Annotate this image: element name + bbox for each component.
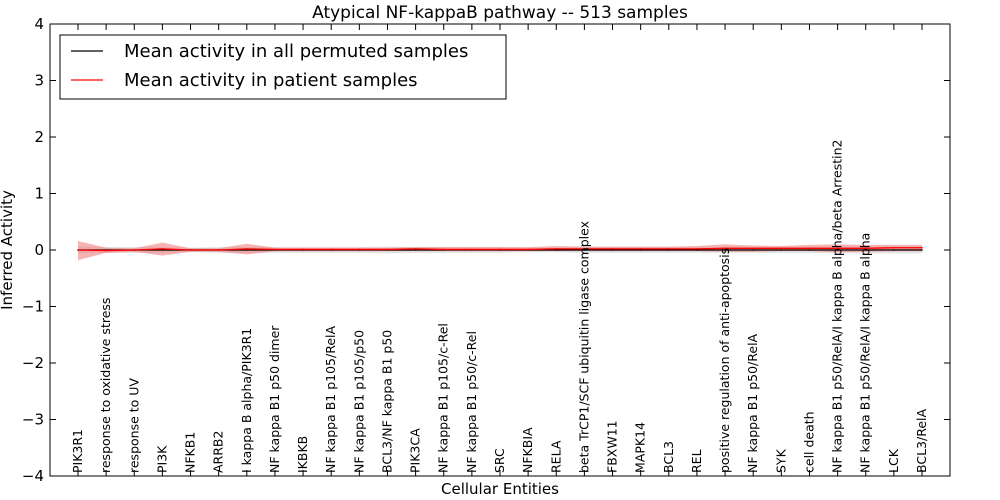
series-1-point	[471, 248, 473, 251]
series-1-point	[442, 248, 445, 251]
series-0-point	[752, 249, 754, 251]
x-tick-label: NF kappa B1 p50/RelA	[745, 333, 760, 473]
y-tick-label: 4	[34, 15, 44, 33]
y-tick-label: 2	[34, 128, 44, 146]
x-tick-label: SRC	[492, 448, 507, 473]
x-tick-label: response to UV	[126, 378, 141, 473]
series-1-point	[724, 247, 726, 250]
series-1-point	[133, 249, 136, 251]
series-0-point	[696, 249, 698, 251]
plot-area	[77, 240, 923, 261]
series-0-point	[161, 249, 164, 251]
series-1-point	[499, 248, 501, 251]
x-tick-label: PIK3R1	[70, 429, 85, 473]
y-tick-label: −1	[22, 298, 44, 316]
series-1-point	[836, 247, 839, 250]
series-1-point	[696, 248, 698, 250]
series-1-point	[358, 248, 361, 251]
series-0-point	[893, 249, 895, 251]
series-1-point	[189, 249, 192, 251]
x-tick-label: positive regulation of anti-apoptosis	[717, 248, 732, 473]
series-1-point	[752, 247, 754, 250]
x-tick-label: BCL3	[661, 441, 676, 473]
x-tick-label: FBXW11	[605, 420, 620, 473]
legend-label: Mean activity in patient samples	[124, 70, 418, 91]
series-1-point	[921, 246, 923, 249]
series-0-point	[246, 249, 248, 251]
series-1-point	[527, 248, 529, 251]
x-tick-label: cell death	[801, 411, 816, 473]
series-1-point	[639, 248, 642, 250]
x-tick-label: PIK3CA	[408, 428, 423, 473]
x-tick-label: MAPK14	[633, 422, 648, 473]
x-tick-label: IKBKB	[295, 436, 310, 473]
legend: Mean activity in all permuted samples Mea…	[59, 34, 507, 100]
x-tick-label: LCK	[886, 448, 901, 473]
series-1-point	[780, 247, 783, 250]
series-1-point	[77, 249, 79, 251]
x-tick-label: I kappa B alpha/PIK3R1	[239, 328, 254, 473]
x-tick-label: REL	[689, 449, 704, 473]
y-axis-label: Inferred Activity	[0, 190, 16, 310]
y-tick-label: −3	[22, 411, 44, 429]
y-tick-label: 3	[34, 72, 44, 90]
series-1-point	[555, 248, 558, 250]
y-tick-label: 1	[34, 185, 44, 203]
series-1-point	[386, 248, 389, 251]
series-0-point	[836, 249, 839, 251]
x-tick-label: beta TrCP1/SCF ubiquitin ligase complex	[576, 221, 591, 473]
x-tick-label: NFKBIA	[520, 427, 535, 473]
y-tick-label: −2	[22, 354, 44, 372]
series-1-point	[161, 248, 164, 250]
x-tick-label: BCL3/RelA	[914, 409, 929, 473]
legend-label: Mean activity in all permuted samples	[124, 41, 468, 62]
series-0-point	[864, 249, 867, 251]
series-1-point	[864, 247, 867, 250]
series-0-point	[414, 249, 417, 251]
x-tick-label: NF kappa B1 p50 dimer	[267, 325, 282, 473]
x-tick-label: NF kappa B1 p105/p50	[351, 330, 366, 473]
series-1-point	[611, 248, 614, 250]
x-tick-label: ARRB2	[211, 431, 226, 473]
series-1-point	[302, 248, 304, 251]
series-0-point	[639, 249, 642, 251]
series-0-point	[780, 249, 783, 251]
x-tick-label: RELA	[548, 440, 563, 473]
series-0-point	[808, 249, 811, 251]
y-tick-label: −4	[22, 467, 44, 485]
series-0-point	[921, 249, 923, 251]
y-axis-ticks: −4 −3 −2 −1 0 1 2 3 4	[22, 15, 950, 485]
x-axis-ticks: PIK3R1 response to oxidative stress respon…	[70, 24, 929, 476]
x-tick-label: BCL3/NF kappa B1 p50	[379, 330, 394, 473]
series-0-point	[724, 249, 726, 251]
x-tick-label: NF kappa B1 p105/c-Rel	[436, 323, 451, 473]
x-tick-label: response to oxidative stress	[98, 298, 113, 473]
series-1-point	[330, 248, 333, 251]
series-1-point	[668, 248, 670, 250]
series-0-point	[555, 249, 558, 251]
series-1-point	[217, 249, 220, 251]
legend-box	[59, 34, 507, 100]
x-axis-label: Cellular Entities	[441, 480, 559, 498]
series-0-point	[611, 249, 614, 251]
series-1-point	[105, 249, 107, 252]
x-tick-label: NFKB1	[183, 432, 198, 473]
x-tick-label: PI3K	[154, 445, 169, 473]
series-1-point	[583, 248, 586, 250]
series-1-point	[246, 248, 248, 250]
x-tick-label: SYK	[773, 448, 788, 473]
x-tick-label: NF kappa B1 p50/RelA/I kappa B alpha	[858, 233, 873, 473]
series-0-point	[668, 249, 670, 251]
x-tick-label: NF kappa B1 p105/RelA	[323, 326, 338, 473]
chart-title: Atypical NF-kappaB pathway -- 513 sample…	[312, 3, 688, 23]
series-0-point	[583, 249, 586, 251]
series-1-point	[414, 248, 417, 250]
y-tick-label: 0	[34, 241, 44, 259]
series-1-point	[274, 248, 276, 251]
x-tick-label: NF kappa B1 p50/c-Rel	[464, 331, 479, 473]
series-1-point	[808, 247, 811, 250]
x-tick-label: NF kappa B1 p50/RelA/I kappa B alpha/bet…	[830, 140, 845, 474]
series-1-point	[893, 246, 895, 249]
